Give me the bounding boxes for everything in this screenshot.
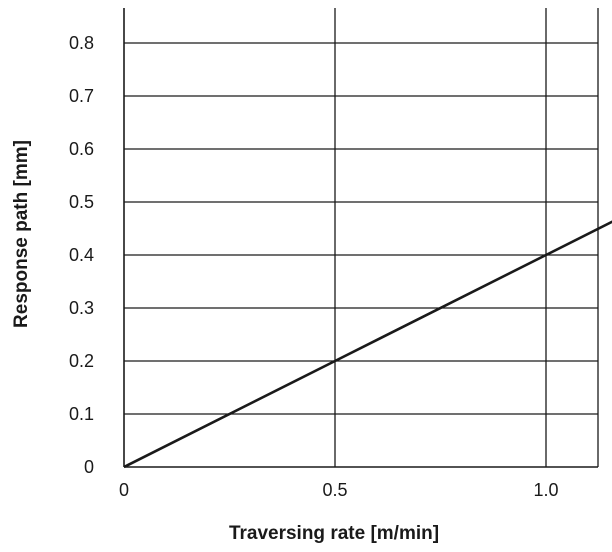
y-tick-label: 0.2	[69, 351, 94, 371]
horizontal-gridlines	[124, 42, 598, 415]
y-tick-labels: 0 0.1 0.2 0.3 0.4 0.5 0.6 0.7 0.8	[69, 33, 94, 477]
y-tick-label: 0.3	[69, 298, 94, 318]
y-tick-label: 0.8	[69, 33, 94, 53]
x-tick-labels: 00.51.01.52.0	[119, 480, 559, 500]
series-group	[123, 220, 612, 469]
x-axis-title: Traversing rate [m/min]	[229, 523, 439, 544]
y-axis-title: Response path [mm]	[11, 140, 32, 328]
series-line-0	[123, 220, 612, 469]
y-tick-label: 0.5	[69, 192, 94, 212]
x-tick-label: 0.5	[322, 480, 347, 500]
y-tick-label: 0.7	[69, 86, 94, 106]
vertical-gridlines	[334, 8, 599, 467]
axes	[123, 8, 598, 468]
x-tick-label: 1.0	[533, 480, 558, 500]
y-tick-label: 0.6	[69, 139, 94, 159]
y-tick-label: 0	[84, 457, 94, 477]
y-tick-label: 0.1	[69, 404, 94, 424]
x-tick-label: 0	[119, 480, 129, 500]
y-tick-label: 0.4	[69, 245, 94, 265]
